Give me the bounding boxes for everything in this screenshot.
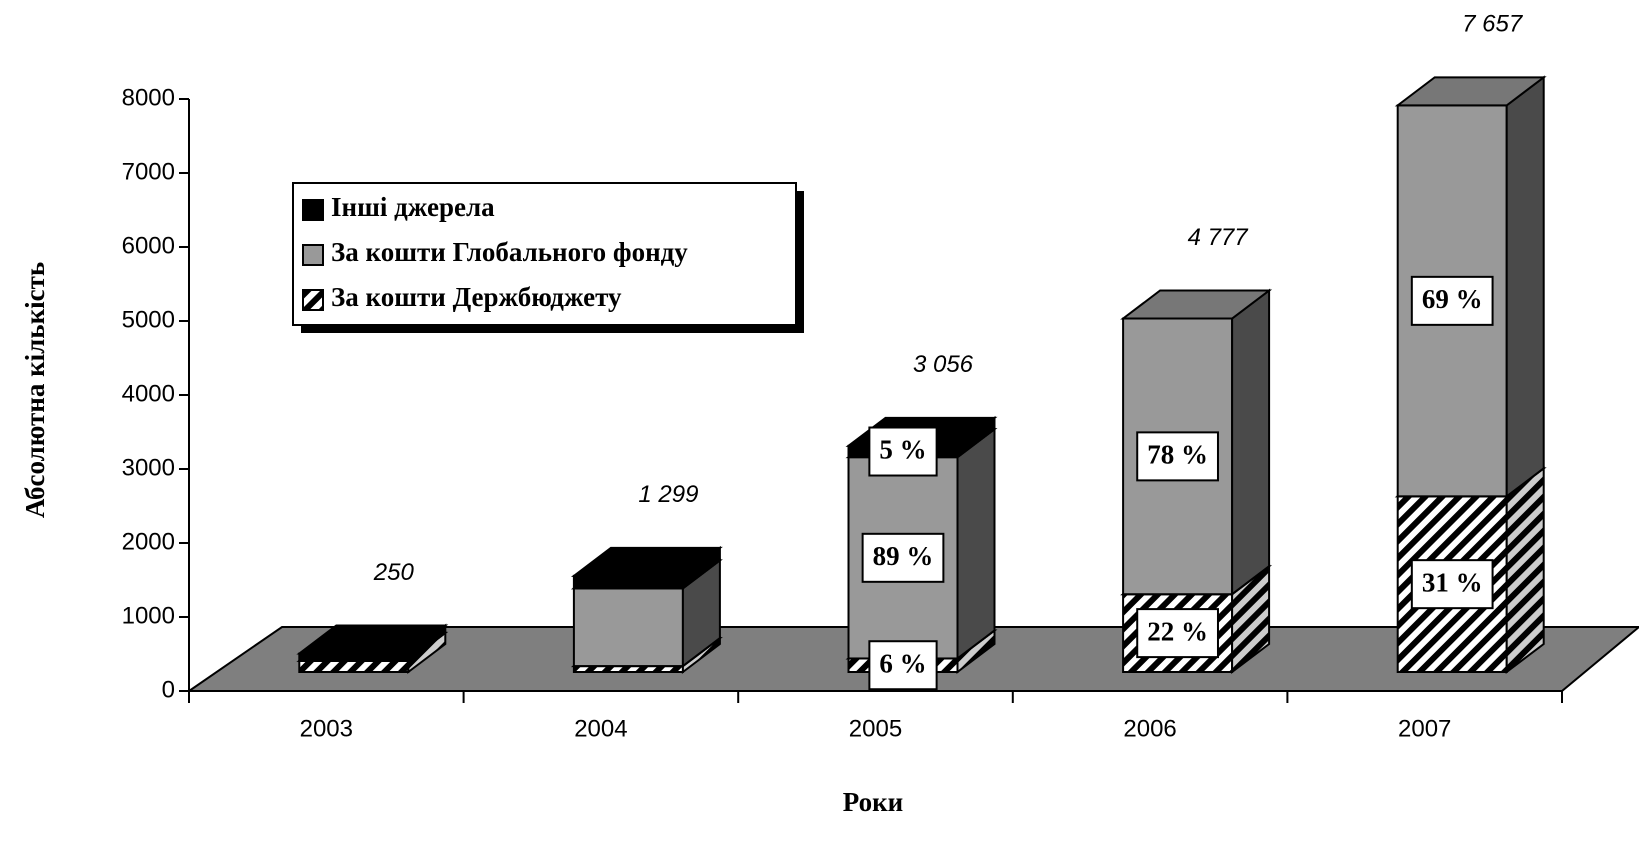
x-axis-title: Роки bbox=[843, 787, 903, 817]
bar-top bbox=[1120, 289, 1273, 320]
share-label-box bbox=[1410, 559, 1494, 610]
bar-side bbox=[956, 427, 996, 661]
total-label: 1 299 bbox=[638, 481, 698, 508]
y-tick-label: 0 bbox=[162, 676, 175, 703]
share-label-text: 89 % bbox=[873, 541, 934, 571]
y-tick-label: 5000 bbox=[122, 306, 175, 333]
bar-side bbox=[1505, 466, 1545, 675]
legend-label: За кошти Держбюджету bbox=[331, 282, 622, 312]
share-label-box bbox=[1410, 275, 1494, 326]
share-label-text: 6 % bbox=[879, 648, 926, 678]
share-label: 5 % bbox=[868, 426, 938, 477]
y-axis-title: Абсолютна кількість bbox=[20, 262, 50, 518]
share-label: 78 % bbox=[1136, 431, 1219, 482]
legend: Інші джерела За кошти Глобального фонду За… bbox=[292, 182, 804, 333]
legend-swatch bbox=[302, 199, 324, 221]
bar-segment bbox=[298, 652, 410, 662]
share-label-box bbox=[1136, 608, 1219, 659]
total-label: 7 657 bbox=[1462, 11, 1524, 38]
bar-segment bbox=[572, 574, 684, 590]
y-tick-label: 3000 bbox=[122, 454, 175, 481]
bar-side bbox=[1231, 288, 1271, 597]
legend-box bbox=[292, 182, 797, 326]
x-tick-label: 2007 bbox=[1398, 715, 1451, 742]
share-label-box bbox=[861, 532, 945, 583]
share-label: 69 % bbox=[1410, 275, 1494, 326]
share-label-text: 78 % bbox=[1147, 440, 1208, 470]
share-label-box bbox=[1136, 431, 1219, 482]
bar-segment bbox=[298, 659, 410, 674]
share-label-text: 31 % bbox=[1422, 567, 1483, 597]
share-label-text: 69 % bbox=[1422, 284, 1483, 314]
share-label: 31 % bbox=[1410, 559, 1494, 610]
legend-swatch bbox=[302, 244, 324, 266]
share-label: 22 % bbox=[1136, 608, 1219, 659]
y-tick-label: 7000 bbox=[122, 158, 175, 185]
y-tick-label: 1000 bbox=[122, 602, 175, 629]
bar-top bbox=[296, 624, 449, 655]
share-label: 89 % bbox=[861, 532, 945, 583]
x-tick-label: 2004 bbox=[574, 715, 627, 742]
share-label-box bbox=[868, 426, 938, 477]
bar-top bbox=[1394, 76, 1547, 107]
legend-label: Інші джерела bbox=[331, 192, 495, 222]
total-label: 250 bbox=[373, 559, 415, 586]
legend-swatch bbox=[302, 289, 324, 311]
bar-top bbox=[570, 546, 723, 577]
y-tick-label: 2000 bbox=[122, 528, 175, 555]
share-label-text: 22 % bbox=[1147, 616, 1208, 646]
share-label-box bbox=[868, 640, 938, 691]
y-tick-label: 6000 bbox=[122, 232, 175, 259]
bar-side bbox=[1505, 75, 1545, 499]
y-tick-label: 4000 bbox=[122, 380, 175, 407]
bar-segment bbox=[572, 587, 684, 668]
share-label-text: 5 % bbox=[879, 435, 926, 465]
x-tick-label: 2006 bbox=[1123, 715, 1176, 742]
y-tick-label: 8000 bbox=[122, 84, 175, 111]
share-label: 6 % bbox=[868, 640, 938, 691]
total-label: 4 777 bbox=[1188, 224, 1250, 251]
total-label: 3 056 bbox=[913, 351, 974, 378]
legend-label: За кошти Глобального фонду bbox=[331, 237, 688, 267]
x-tick-label: 2003 bbox=[300, 715, 353, 742]
x-tick-label: 2005 bbox=[849, 715, 902, 742]
